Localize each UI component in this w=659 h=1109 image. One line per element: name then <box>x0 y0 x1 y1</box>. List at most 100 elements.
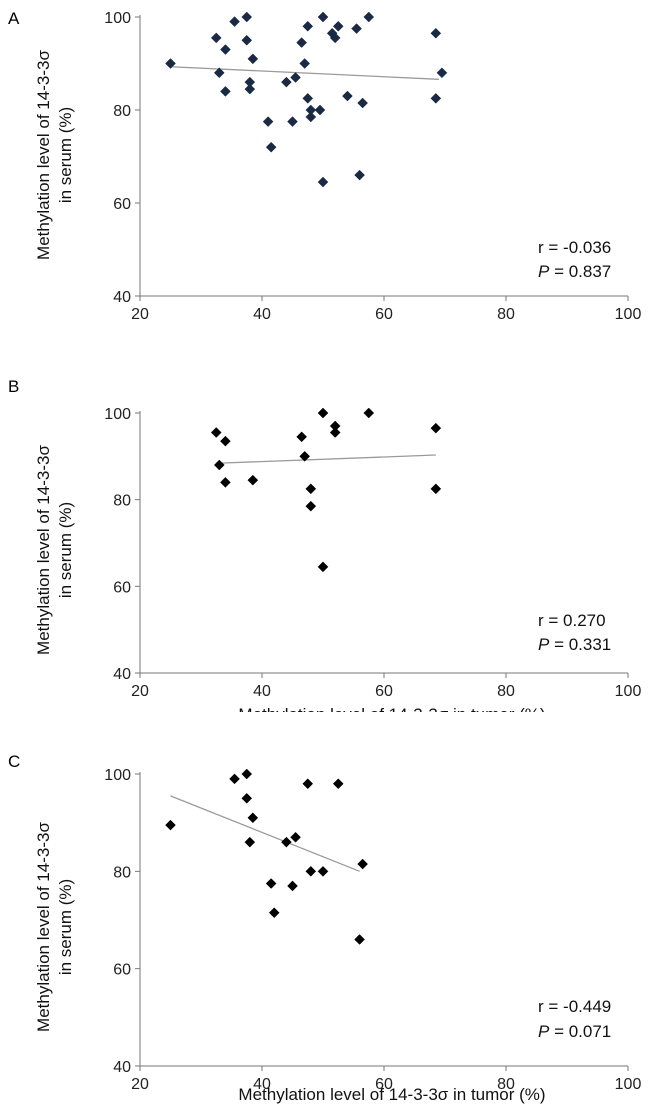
x-tick-label: 80 <box>497 306 515 323</box>
data-point <box>302 778 314 790</box>
data-point <box>363 11 375 23</box>
data-point <box>351 23 362 34</box>
panel-letter: B <box>8 377 19 396</box>
y-tick-label: 40 <box>113 289 131 306</box>
data-point <box>229 773 240 785</box>
y-tick-label: 60 <box>113 579 131 596</box>
trendline <box>216 454 436 464</box>
y-axis-label-line: in serum (%) <box>56 502 75 598</box>
data-point <box>317 561 329 573</box>
data-point <box>210 32 222 44</box>
data-point <box>244 83 256 95</box>
data-point <box>430 483 442 495</box>
x-tick-label: 80 <box>497 683 515 700</box>
x-axis-label: Methylation level of 14-3-3σ in tumor (%… <box>238 1085 545 1104</box>
data-point <box>220 44 231 55</box>
y-axis-label-line: Methylation level of 14-3-3σ <box>34 50 53 260</box>
y-tick-label: 80 <box>113 103 131 120</box>
x-tick-label: 60 <box>375 683 393 700</box>
data-point <box>244 836 256 848</box>
p-symbol: P <box>538 1022 550 1041</box>
y-axis-label: Methylation level of 14-3-3σ in serum (%) <box>34 445 75 655</box>
y-axis-label-line: in serum (%) <box>56 879 75 975</box>
correlation-r-label: r = 0.270 <box>538 611 606 630</box>
data-point <box>165 819 176 831</box>
data-point <box>290 72 301 83</box>
data-point <box>299 58 311 69</box>
data-point <box>241 34 253 46</box>
trendline <box>170 66 439 80</box>
data-point <box>287 116 298 127</box>
panel-c: C 40 60 80 100 20 40 60 80 100 Methylation level o… <box>0 735 659 1109</box>
data-point <box>220 435 231 447</box>
y-tick-label: 60 <box>113 196 131 213</box>
data-point <box>220 86 231 97</box>
data-point <box>332 778 344 790</box>
data-point <box>290 831 301 843</box>
data-point <box>363 407 375 419</box>
y-axis-label: Methylation level of 14-3-3σ in serum (%) <box>34 50 75 260</box>
data-point <box>317 176 329 188</box>
data-point <box>302 20 314 32</box>
data-point <box>265 141 277 153</box>
p-value-label: P = 0.837 <box>538 262 611 281</box>
data-point <box>430 27 442 39</box>
trendline <box>170 795 360 872</box>
data-point <box>296 431 308 443</box>
x-tick-label: 100 <box>615 1076 642 1093</box>
panel-a: A 40 60 80 100 20 40 60 80 100 Methylation level o… <box>0 0 659 335</box>
data-point <box>229 16 240 28</box>
p-value-label: P = 0.071 <box>538 1022 611 1041</box>
data-point <box>305 500 317 512</box>
x-tick-label: 100 <box>615 306 642 323</box>
data-point <box>332 20 344 32</box>
data-point <box>430 422 442 434</box>
data-point <box>305 111 317 123</box>
data-point <box>342 90 353 102</box>
y-axis-label: Methylation level of 14-3-3σ in serum (%) <box>34 822 75 1032</box>
data-point <box>305 483 317 495</box>
x-tick-label: 20 <box>131 1076 149 1093</box>
data-point <box>268 907 280 919</box>
x-tick-label: 20 <box>131 306 149 323</box>
x-tick-label: 80 <box>497 1076 515 1093</box>
data-point <box>213 67 225 79</box>
x-axis-label: Methylation level of 14-3-3σ in tumor (%… <box>238 705 545 712</box>
data-point <box>299 450 311 462</box>
data-point <box>296 37 308 48</box>
data-point <box>281 836 292 848</box>
data-point <box>436 67 448 79</box>
x-tick-label: 40 <box>253 306 271 323</box>
data-point <box>241 792 253 804</box>
data-point <box>357 97 369 109</box>
correlation-r-label: r = -0.036 <box>538 238 611 257</box>
y-tick-label: 80 <box>113 864 131 881</box>
x-tick-label: 60 <box>375 306 393 323</box>
data-point <box>314 104 326 116</box>
data-point <box>317 11 329 23</box>
data-point <box>317 407 329 419</box>
data-point <box>241 11 253 23</box>
data-point <box>281 76 292 88</box>
x-tick-label: 60 <box>375 1076 393 1093</box>
data-point <box>354 934 365 945</box>
p-value-text: = 0.071 <box>549 1022 611 1041</box>
y-tick-label: 80 <box>113 493 131 510</box>
data-point <box>329 427 341 438</box>
y-tick-label: 100 <box>104 767 131 784</box>
data-point <box>247 53 259 65</box>
y-axis-label-line: Methylation level of 14-3-3σ <box>34 822 53 1032</box>
data-point <box>317 865 329 877</box>
data-point <box>357 858 369 870</box>
data-point <box>287 880 298 892</box>
p-value-text: = 0.331 <box>549 635 611 654</box>
y-tick-label: 100 <box>104 10 131 27</box>
x-tick-label: 40 <box>253 683 271 700</box>
data-point <box>210 427 222 438</box>
data-point <box>241 768 253 780</box>
data-point <box>329 32 341 44</box>
p-symbol: P <box>538 262 550 281</box>
